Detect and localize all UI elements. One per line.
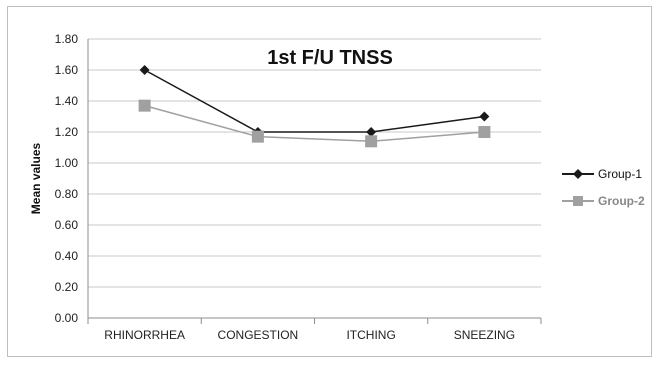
data-point-group-1 bbox=[366, 127, 377, 137]
data-point-group-2 bbox=[138, 99, 151, 112]
y-tick-label: 0.60 bbox=[55, 218, 79, 232]
y-tick-label: 1.80 bbox=[55, 32, 79, 46]
x-tick-label: SNEEZING bbox=[454, 328, 515, 342]
data-point-group-1 bbox=[479, 111, 490, 122]
y-tick-label: 0.00 bbox=[55, 311, 79, 325]
x-tick-label: CONGESTION bbox=[218, 328, 299, 342]
data-point-group-2 bbox=[251, 130, 264, 143]
chart-title: 1st F/U TNSS bbox=[267, 47, 393, 69]
data-point-group-2 bbox=[478, 126, 491, 138]
y-axis-label: Mean values bbox=[29, 142, 43, 214]
legend-label-group-1: Group-1 bbox=[598, 167, 642, 181]
y-tick-label: 1.20 bbox=[55, 125, 79, 139]
data-point-group-1 bbox=[139, 65, 150, 75]
x-tick-label: ITCHING bbox=[346, 328, 395, 342]
series-line-group-1 bbox=[144, 69, 485, 133]
y-tick-label: 1.00 bbox=[55, 156, 79, 170]
y-tick-label: 0.20 bbox=[55, 280, 79, 294]
data-point-group-2 bbox=[365, 135, 378, 148]
chart-frame bbox=[7, 6, 652, 357]
y-tick-label: 0.80 bbox=[55, 187, 79, 201]
y-tick-label: 1.60 bbox=[55, 63, 79, 77]
legend-marker-group-2 bbox=[573, 196, 583, 206]
x-tick-label: RHINORRHEA bbox=[104, 328, 185, 342]
legend-marker-group-1 bbox=[573, 169, 583, 179]
y-tick-label: 0.40 bbox=[55, 249, 79, 263]
y-tick-label: 1.40 bbox=[55, 94, 79, 108]
legend-label-group-2: Group-2 bbox=[598, 194, 645, 208]
series-line-group-2 bbox=[144, 104, 485, 143]
